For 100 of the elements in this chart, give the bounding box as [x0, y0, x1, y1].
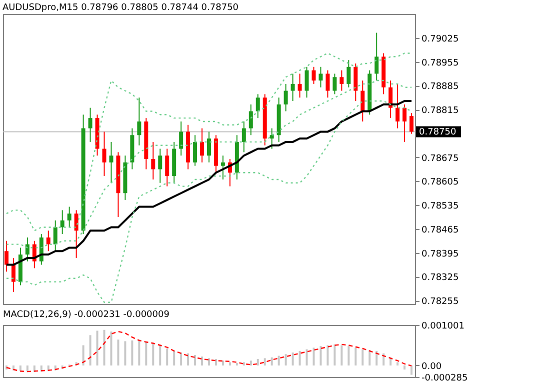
candlestick [248, 104, 253, 136]
candlestick [298, 73, 302, 98]
candlestick [74, 210, 78, 258]
bar [124, 341, 126, 366]
bar [348, 346, 350, 366]
bar [242, 362, 245, 366]
bar [145, 342, 148, 366]
bar [159, 345, 162, 366]
candlestick [46, 230, 50, 252]
bar [26, 365, 28, 372]
candlestick [67, 206, 72, 228]
bar [376, 350, 378, 366]
y-tick-label: 0.00 [422, 362, 442, 372]
y-tick-label: 0.78675 [422, 154, 459, 164]
y-tick-label: 0.001001 [422, 322, 464, 332]
candlestick [165, 148, 170, 187]
bar [96, 330, 98, 366]
bar [410, 365, 413, 375]
candlestick [158, 148, 162, 184]
bar [228, 362, 231, 366]
bar [334, 344, 336, 366]
bar [326, 345, 329, 366]
bar [180, 352, 182, 366]
y-tick-label: 0.78255 [422, 297, 459, 308]
candlestick [290, 73, 295, 102]
bar [320, 346, 322, 366]
bar [292, 352, 294, 366]
y-tick-label: 0.78395 [422, 249, 459, 260]
line-series [6, 330, 412, 372]
candlestick [4, 240, 8, 272]
bar [368, 350, 371, 366]
candlestick [102, 131, 106, 177]
bar [270, 357, 273, 366]
bar [103, 330, 106, 366]
bar [201, 356, 204, 366]
bar [131, 340, 134, 366]
candlestick [151, 141, 156, 180]
bar [187, 353, 190, 366]
bar [396, 362, 399, 366]
bar [264, 358, 266, 366]
candlestick [60, 210, 64, 235]
bar [312, 348, 315, 366]
candlestick [109, 141, 114, 184]
bar [250, 360, 252, 366]
candlestick [270, 128, 274, 150]
candlestick [179, 120, 184, 156]
candlestick [242, 120, 246, 153]
candlestick [11, 257, 16, 293]
y-tick-label: 0.78465 [422, 225, 459, 236]
candlestick [53, 220, 58, 252]
candlestick [388, 80, 393, 119]
chart-title: MACD(12,26,9) -0.000231 -0.000009 [3, 310, 170, 320]
bar [256, 359, 259, 366]
y-tick-label: 0.78885 [422, 82, 459, 92]
y-tick-label: 0.78325 [422, 273, 459, 284]
candlestick [340, 70, 344, 92]
candlestick [346, 60, 351, 88]
bar [82, 345, 84, 366]
y-tick-label: 0.78955 [422, 58, 459, 68]
candlestick [374, 32, 379, 82]
y-tick-label: 0.79025 [422, 34, 459, 44]
bar [306, 349, 308, 366]
y-tick-label: 0.78815 [422, 106, 459, 116]
bar [362, 349, 364, 366]
bar [214, 359, 217, 366]
bar [173, 350, 176, 366]
bar [340, 345, 343, 366]
candlestick [312, 66, 316, 84]
y-tick-label: -0.000285 [422, 374, 468, 384]
ref-line-label: 0.78750 [419, 128, 456, 138]
candlestick [410, 112, 414, 134]
bar [152, 344, 154, 366]
candlestick [354, 62, 358, 102]
candlestick [200, 128, 204, 163]
bar [194, 354, 196, 366]
candlestick [220, 155, 225, 180]
chart-title: AUDUSDpro,M15 0.78796 0.78805 0.78744 0.78750 [2, 3, 239, 13]
bar [298, 350, 301, 366]
candlestick [137, 97, 142, 146]
bar [110, 332, 112, 366]
candlestick [396, 83, 400, 129]
bar [138, 340, 140, 366]
y-tick-label: 0.78535 [422, 202, 459, 212]
bar [222, 360, 224, 366]
candlestick [25, 236, 30, 262]
bar [208, 358, 210, 366]
y-tick-label: 0.78605 [422, 178, 459, 188]
bar [166, 348, 168, 366]
bar [19, 365, 22, 372]
bar [117, 340, 120, 366]
candlestick [193, 134, 198, 166]
candlestick [284, 83, 288, 112]
candlestick [256, 94, 260, 119]
candlestick [332, 73, 337, 95]
bar [284, 354, 287, 366]
candlestick [360, 80, 365, 122]
candlestick [207, 131, 211, 163]
bar [278, 356, 280, 366]
bar [89, 335, 92, 366]
bar [404, 365, 406, 370]
